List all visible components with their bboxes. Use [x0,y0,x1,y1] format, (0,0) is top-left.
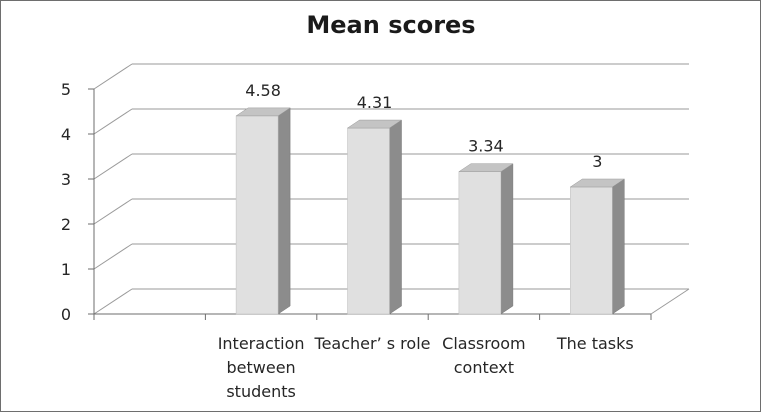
y-tick-label: 2 [61,215,71,234]
grid-layer [93,63,690,315]
gridline-diagonal [93,288,133,315]
gridline-diagonal [93,243,133,270]
bar [235,107,291,315]
y-tick-label: 5 [61,80,71,99]
bar [458,163,514,315]
x-category-label: Teacher’ s role [314,334,431,353]
labels-layer: 0 1 2 3 4 5 4.58 Interaction between students 4.31… [61,80,634,401]
bar-front [347,127,390,315]
bar-side [389,119,402,315]
bar [346,119,403,315]
bar [569,178,626,315]
y-tick-label: 0 [61,305,71,324]
bar-front [570,186,613,315]
chart-title: Mean scores [306,11,475,39]
data-label: 3.34 [468,137,504,156]
bar-front [235,115,279,315]
bar-side [500,163,514,315]
gridline-diagonal [93,153,133,180]
bar-top [569,178,626,188]
x-category-label: context [454,358,514,377]
x-category-label: Interaction [218,334,305,353]
x-category-label: The tasks [556,334,634,353]
data-label: 4.31 [357,93,393,112]
bar-side [612,178,625,315]
floor-edge [650,288,690,315]
bar-top [235,107,291,117]
gridline-diagonal [93,108,133,135]
bar-side [277,107,291,315]
gridline-diagonal [93,198,133,225]
data-label: 4.58 [245,81,281,100]
bars-layer [235,107,626,315]
bar-front [458,171,502,315]
bar-top [458,163,514,172]
x-category-label: between [227,358,296,377]
y-tick-label: 4 [61,125,71,144]
bar-top [346,119,403,129]
gridline-diagonal [93,63,133,90]
x-category-label: Classroom [442,334,525,353]
y-tick-label: 3 [61,170,71,189]
x-category-label: students [226,382,296,401]
y-tick-label: 1 [61,260,71,279]
data-label: 3 [592,152,602,171]
